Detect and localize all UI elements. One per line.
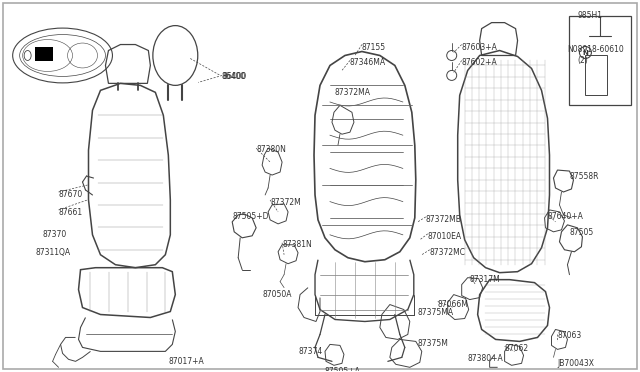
Text: 87374: 87374	[298, 347, 323, 356]
Bar	[586, 55, 607, 95]
Text: 87010EA: 87010EA	[428, 232, 462, 241]
Text: 985H1: 985H1	[577, 11, 602, 20]
Text: 87317M: 87317M	[470, 275, 500, 284]
Text: 87346MA: 87346MA	[350, 58, 386, 67]
Text: 87670: 87670	[59, 190, 83, 199]
Text: (2): (2)	[577, 57, 588, 65]
Text: N08918-60610: N08918-60610	[568, 45, 624, 54]
Text: 87380+A: 87380+A	[468, 355, 504, 363]
Text: 86400: 86400	[221, 73, 246, 81]
Text: 87603+A: 87603+A	[461, 42, 497, 52]
Text: 87372MB: 87372MB	[426, 215, 461, 224]
Text: 87381N: 87381N	[282, 240, 312, 249]
Text: 86400: 86400	[222, 73, 246, 81]
Text: N: N	[582, 49, 588, 55]
Text: 87372M: 87372M	[270, 198, 301, 207]
Text: 87372MC: 87372MC	[430, 248, 466, 257]
Text: 87066M: 87066M	[438, 299, 468, 309]
Text: 87558R: 87558R	[570, 172, 599, 181]
Text: 87505: 87505	[570, 228, 594, 237]
Text: 87505+D: 87505+D	[232, 212, 269, 221]
Text: 87640+A: 87640+A	[547, 212, 584, 221]
Text: 87602+A: 87602+A	[461, 58, 497, 67]
Text: 87505+A: 87505+A	[325, 367, 361, 372]
Text: 87063: 87063	[557, 331, 582, 340]
Text: 87155: 87155	[362, 42, 386, 52]
Text: 87372MA: 87372MA	[335, 89, 371, 97]
Text: 87380N: 87380N	[256, 145, 286, 154]
Bar	[35, 46, 52, 61]
Bar	[570, 16, 631, 105]
Text: 87017+A: 87017+A	[168, 357, 204, 366]
Text: 87375MA: 87375MA	[418, 308, 454, 317]
Text: 87375M: 87375M	[418, 339, 449, 349]
Text: 87062: 87062	[504, 344, 529, 353]
Text: 87050A: 87050A	[262, 290, 292, 299]
Text: 87311QA: 87311QA	[36, 248, 71, 257]
Text: 87370: 87370	[43, 230, 67, 239]
Text: JB70043X: JB70043X	[557, 359, 595, 368]
Text: 87661: 87661	[59, 208, 83, 217]
